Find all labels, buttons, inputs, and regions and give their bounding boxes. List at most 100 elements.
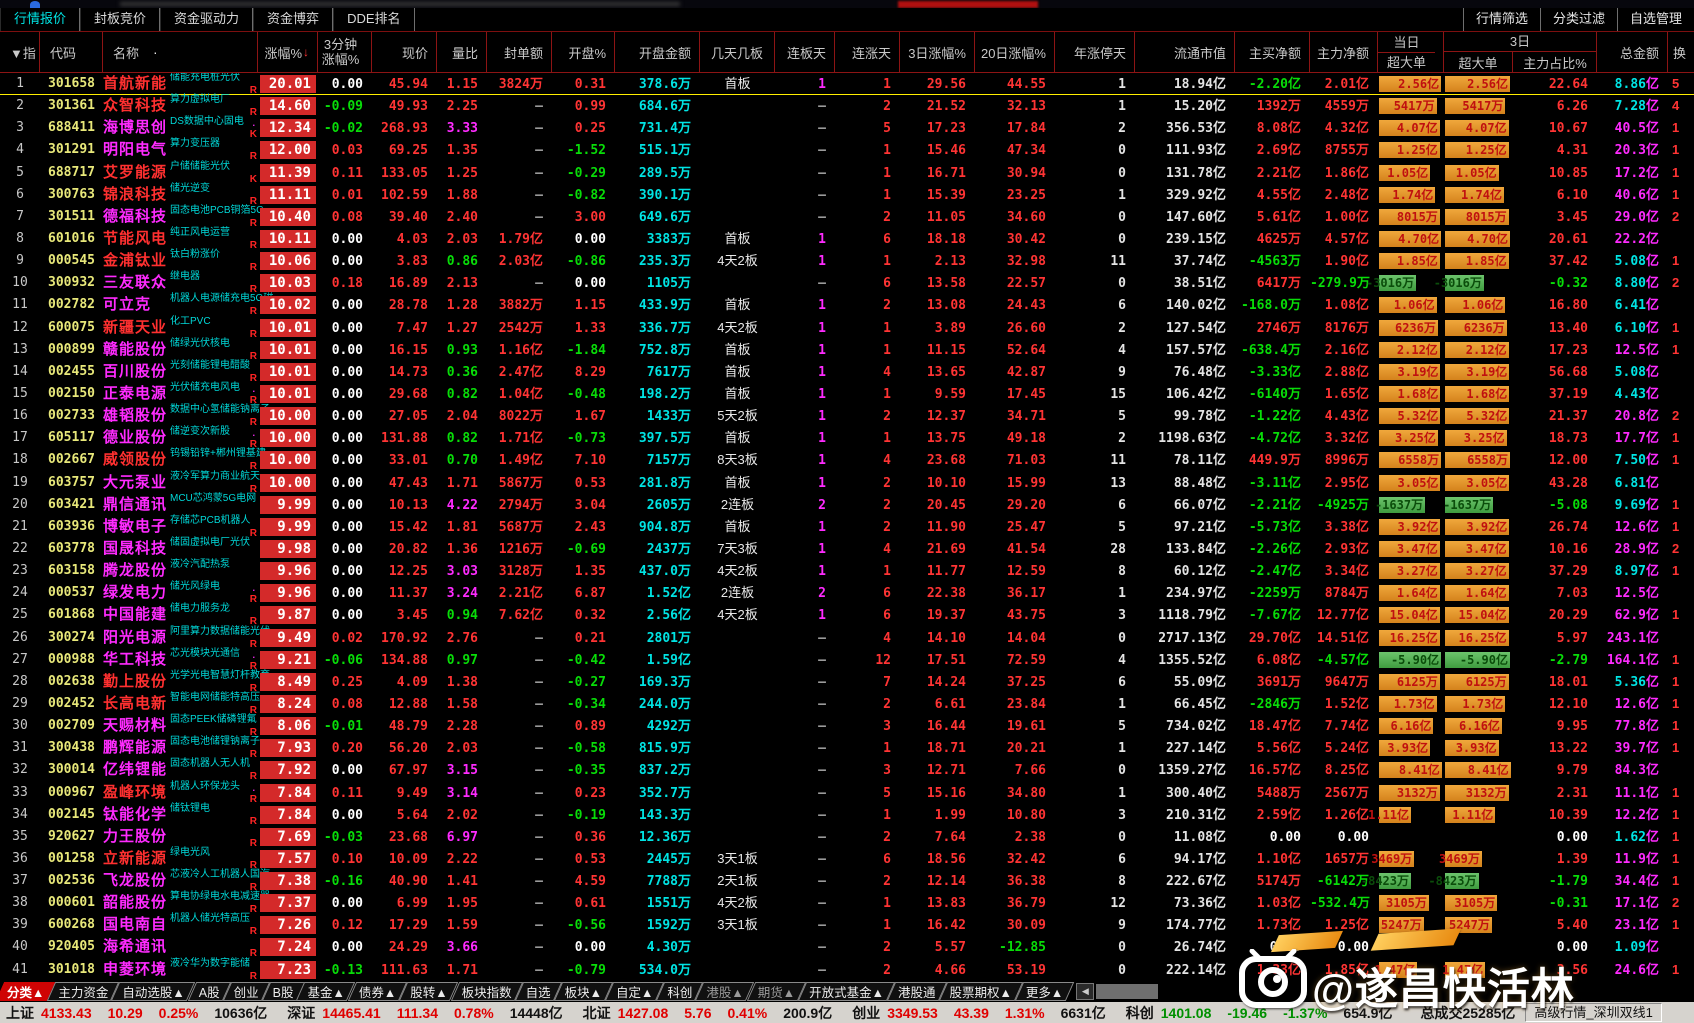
view-tab-DDE排名[interactable]: DDE排名 <box>333 8 415 31</box>
market-tab-基金[interactable]: 基金▲ <box>298 981 353 1002</box>
table-row[interactable]: 32 300014 亿纬锂能 固态机器人无人机 R 7.92 0.00 67.97 3.15 — -… <box>0 758 1694 782</box>
table-row[interactable]: 27 000988 华工科技 芯光模块光通信 · R 9.21 -0.06 134.88 0.97… <box>0 648 1694 672</box>
market-tab-股转[interactable]: 股转▲ <box>401 981 456 1002</box>
market-tab-期货[interactable]: 期货▲ <box>749 981 804 1002</box>
table-row[interactable]: 41 301018 申菱环境 液冷华为数字能储 R 7.23 -0.13 111.63 1.71… <box>0 958 1694 981</box>
table-row[interactable]: 17 605117 德业股份 储逆变次新股 · R 10.00 0.00 131.88 0.82 1… <box>0 426 1694 450</box>
toolbar-button-自选管理[interactable]: 自选管理 <box>1616 8 1694 31</box>
table-row[interactable]: 18 002667 威领股份 钨锡铅锌+郴州锂基建 R 10.00 0.00 33.01 0.7… <box>0 448 1694 472</box>
index-quote-创业[interactable]: 创业 3349.53 43.39 1.31% 6631亿 <box>852 1004 1106 1021</box>
table-row[interactable]: 10 300932 三友联众 继电器 R 10.03 0.18 16.89 2.13—0.00 1… <box>0 271 1694 295</box>
table-row[interactable]: 14 002455 百川股份 光刻储能锂电醋酸 R 10.01 0.00 14.73 0.36 2… <box>0 360 1694 384</box>
col-header-name[interactable]: 名称 · <box>103 32 258 72</box>
market-tab-自定[interactable]: 自定▲ <box>607 981 662 1002</box>
table-row[interactable]: 39 600268 国电南自 机器人储光特高压 R 7.26 0.12 17.29 1.59 — -… <box>0 913 1694 937</box>
col-header-main-buy[interactable]: 主买净额 <box>1235 32 1310 72</box>
market-tab-更多[interactable]: 更多▲ <box>1017 981 1072 1002</box>
table-row[interactable]: 31 300438 鹏辉能源 固态电池储锂钠离子 R 7.93 0.20 56.20 2.03 —… <box>0 736 1694 760</box>
market-tab-创业[interactable]: 创业 <box>225 981 268 1002</box>
col-header-year-limit[interactable]: 年涨停天 <box>1055 32 1135 72</box>
market-tab-开放式基金[interactable]: 开放式基金▲ <box>800 981 893 1002</box>
col-header-lianzhang[interactable]: 连涨天 <box>835 32 900 72</box>
table-row[interactable]: 34 002145 钛能化学 储钛锂电 R 7.84 0.00 5.64 2.02— -0.19 1… <box>0 803 1694 827</box>
market-tab-科创[interactable]: 科创 <box>658 981 701 1002</box>
table-row[interactable]: 21 603936 博敏电子 存储芯PCB机器人 R 9.99 0.00 15.42 1.81 5… <box>0 515 1694 539</box>
index-quote-深证[interactable]: 深证 14465.41 111.34 0.78% 14448亿 <box>287 1004 563 1021</box>
col-header-pct[interactable]: 涨幅% ↓ <box>258 32 318 72</box>
market-tab-主力资金[interactable]: 主力资金 <box>49 981 117 1002</box>
market-tab-债券[interactable]: 债券▲ <box>350 981 405 1002</box>
market-tab-港股[interactable]: 港股▲ <box>697 981 752 1002</box>
col-header-open-pct[interactable]: 开盘% <box>552 32 615 72</box>
table-row[interactable]: 28 002638 勤上股份 光学光电智慧灯杆教育 R 8.49 0.25 4.09 1.38 —… <box>0 670 1694 694</box>
col-header-chg3[interactable]: 3日涨幅% <box>900 32 975 72</box>
connection-status[interactable]: 高级行情_深圳双线1 <box>1525 1003 1662 1022</box>
col-header-lianban[interactable]: 连板天 <box>775 32 835 72</box>
market-tab-股票期权[interactable]: 股票期权▲ <box>941 981 1021 1002</box>
table-row[interactable]: 5 688717 艾罗能源 户储储能光伏 K 11.39 0.11 133.05 1.25— -0… <box>0 161 1694 185</box>
market-tab-板块[interactable]: 板块▲ <box>556 981 611 1002</box>
col-header-code[interactable]: 代码 <box>40 32 103 72</box>
tab-scroll-left-icon[interactable]: ◀ <box>1076 983 1095 1000</box>
column-config-dot-icon[interactable]: · <box>153 44 158 60</box>
market-tab-分类[interactable]: 分类▲ <box>0 981 53 1002</box>
table-row[interactable]: 38 000601 韶能股份 算电协绿电水电减速器 R 7.37 0.00 6.99 1.95 —… <box>0 891 1694 915</box>
table-row[interactable]: 15 002150 正泰电源 光伏储充电风电 · R 10.01 0.00 29.68 0.82 1… <box>0 382 1694 406</box>
index-quote-科创[interactable]: 科创 1401.08 -19.46 -1.37% 654.9亿 <box>1125 1004 1393 1021</box>
col-header-vol-ratio[interactable]: 量比 <box>437 32 487 72</box>
table-row[interactable]: 2 301361 众智科技 算力虚拟电厂 R 14.60 -0.09 49.93 2.25—0.… <box>0 94 1694 118</box>
table-row[interactable]: 11 002782 可立克 机器人电源储充电5G磁 R 10.02 0.00 28.78 1.2… <box>0 293 1694 317</box>
table-row[interactable]: 13 000899 赣能股份 储绿光伏核电 R 10.01 0.00 16.15 0.93 1.1… <box>0 338 1694 362</box>
table-row[interactable]: 29 002452 长高电新 智能电网储能特高压 R 8.24 0.08 12.88 1.58 —… <box>0 692 1694 716</box>
index-quote-北证[interactable]: 北证 1427.08 5.76 0.41% 200.9亿 <box>582 1004 833 1021</box>
col-header-turnover-cut[interactable]: 换 <box>1672 45 1686 61</box>
col-header-3day-group[interactable]: 3日 超大单 主力占比% <box>1444 32 1597 72</box>
col-header-main-net[interactable]: 主力净额 <box>1310 32 1378 72</box>
col-header-3min[interactable]: 3分钟 涨幅% <box>318 32 372 72</box>
col-header-mcap[interactable]: 流通市值 <box>1135 32 1235 72</box>
table-row[interactable]: 25 601868 中国能建 储电力服务龙 R 9.87 0.00 3.45 0.94 7.62亿… <box>0 603 1694 627</box>
table-row[interactable]: 6 300763 锦浪科技 储光逆变 R 11.11 0.01 102.59 1.88— -0.8… <box>0 183 1694 207</box>
indicator-dropdown[interactable]: ▼指 <box>10 45 36 61</box>
table-row[interactable]: 37 002536 飞龙股份 芯液冷人工机器人国汽 R 7.38 -0.16 40.90 1.4… <box>0 869 1694 893</box>
col-header-chg20[interactable]: 20日涨幅% <box>975 32 1055 72</box>
col-header-total[interactable]: 总金额 <box>1597 32 1668 72</box>
table-row[interactable]: 8 601016 节能风电 纯正风电运营 R 10.11 0.00 4.03 2.03 1.79亿… <box>0 227 1694 251</box>
col-header-price[interactable]: 现价 <box>372 32 437 72</box>
col-header-open-amt[interactable]: 开盘金额 <box>615 32 700 72</box>
toolbar-button-行情筛选[interactable]: 行情筛选 <box>1462 8 1540 31</box>
table-row[interactable]: 22 603778 国晟科技 储固虚拟电厂光伏 9.98 0.00 20.82 1.36 121… <box>0 537 1694 560</box>
table-row[interactable]: 19 603757 大元泵业 液冷军算力商业航天 R 10.00 0.00 47.43 1.71… <box>0 471 1694 495</box>
table-row[interactable]: 26 300274 阳光电源 阿里算力数据储能光伏 R 9.49 0.02 170.92 2.7… <box>0 626 1694 650</box>
table-row[interactable]: 40 920405 海希通讯 R 7.24 0.00 24.29 3.66 — 0.00 4.30万… <box>0 936 1694 959</box>
table-row[interactable]: 12 600075 新疆天业 化工PVC R 10.01 0.00 7.47 1.27 2542万… <box>0 316 1694 340</box>
view-tab-资金驱动力[interactable]: 资金驱动力 <box>160 8 254 31</box>
col-header-indicator[interactable]: ▼指 <box>0 32 40 72</box>
col-header-board[interactable]: 几天几板 <box>700 32 775 72</box>
toolbar-button-分类过滤[interactable]: 分类过滤 <box>1539 8 1617 31</box>
table-row[interactable]: 9 000545 金浦钛业 钛白粉涨价 R 10.06 0.00 3.83 0.86 2.03亿 -… <box>0 249 1694 273</box>
market-tab-港股通[interactable]: 港股通 <box>889 981 945 1002</box>
table-row[interactable]: 4 301291 明阳电气 算力变压器 R 12.00 0.03 69.25 1.35— -1.5… <box>0 138 1694 162</box>
table-row[interactable]: 7 301511 德福科技 固态电池PCB铜箔5G R 10.40 0.08 39.40 2.4… <box>0 205 1694 229</box>
col-header-today-super[interactable]: 当日 超大单 <box>1378 32 1444 72</box>
market-tab-自动选股[interactable]: 自动选股▲ <box>113 981 193 1002</box>
table-row[interactable]: 3 688411 海博思创 DS数据中心固电 · K 12.34 -0.02 268.93 3.3… <box>0 116 1694 140</box>
market-tab-自选[interactable]: 自选 <box>517 981 560 1002</box>
tab-scrollbar[interactable] <box>1096 984 1159 999</box>
view-tab-行情报价[interactable]: 行情报价 <box>0 8 81 31</box>
col-header-seal[interactable]: 封单额 <box>487 32 552 72</box>
market-tab-A股[interactable]: A股 <box>190 981 229 1002</box>
table-row[interactable]: 36 001258 立新能源 绿电光风 R 7.57 0.10 10.09 2.22—0.53 2… <box>0 847 1694 871</box>
market-tab-板块指数[interactable]: 板块指数 <box>453 981 521 1002</box>
view-tab-封板竞价[interactable]: 封板竞价 <box>80 8 161 31</box>
view-tab-资金博弈[interactable]: 资金博弈 <box>253 8 334 31</box>
table-row[interactable]: 35 920627 力王股份 R 7.69 -0.03 23.68 6.97—0.36 12.3… <box>0 826 1694 849</box>
table-row[interactable]: 30 002709 天赐材料 固态PEEK储磷锂氟 R 8.06 -0.01 48.79 2.2… <box>0 714 1694 738</box>
table-row[interactable]: 1 301658 首航新能 储能充电桩光伏 R 20.01 0.00 45.94 1.15 382… <box>0 73 1694 96</box>
market-tab-B股[interactable]: B股 <box>264 981 303 1002</box>
table-row[interactable]: 24 000537 绿发电力 储光风绿电 · R 9.96 0.00 11.37 3.24 2.21… <box>0 581 1694 605</box>
index-quote-上证[interactable]: 上证 4133.43 10.29 0.25% 10636亿 <box>6 1004 268 1021</box>
table-row[interactable]: 33 000967 盈峰环境 机器人环保龙头 · R 7.84 0.11 9.49 3.14—0.… <box>0 781 1694 805</box>
table-row[interactable]: 20 603421 鼎信通讯 MCU芯鸿蒙5G电网 9.99 0.00 10.13 4.22 2… <box>0 493 1694 516</box>
